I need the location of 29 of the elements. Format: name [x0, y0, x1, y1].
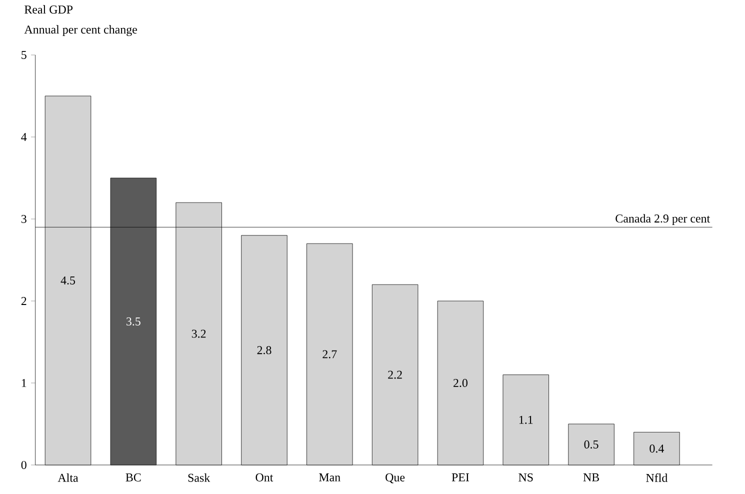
data-label: 2.0 — [454, 378, 468, 388]
x-tick-label: Ont — [256, 473, 274, 482]
data-label: 4.5 — [60, 276, 76, 285]
x-tick-label: Sask — [188, 473, 210, 482]
data-label: 3.5 — [126, 317, 140, 326]
x-tick-label: NS — [518, 473, 533, 482]
data-label: 2.8 — [257, 346, 272, 354]
data-label: 0.5 — [584, 440, 598, 449]
x-tick-label: NB — [583, 473, 600, 482]
y-tick-label: 4 — [21, 133, 27, 141]
data-label: 2.7 — [322, 350, 337, 358]
y-axis-title: Annual per cent change — [24, 25, 137, 36]
y-tick-label: 5 — [22, 51, 26, 59]
x-tick-label: Man — [319, 473, 340, 482]
ref-line-label: Canada 2.9 per cent — [616, 214, 710, 225]
data-label: 0.4 — [650, 444, 664, 453]
y-tick-label: 3 — [21, 214, 26, 223]
chart-title: Real GDP — [24, 5, 73, 14]
x-tick-label: PEI — [452, 473, 470, 482]
data-label: 1.1 — [519, 416, 533, 424]
y-tick-label: 0 — [21, 460, 26, 470]
x-tick-label: BC — [126, 473, 141, 482]
data-label: 2.2 — [388, 370, 402, 379]
x-tick-label: Nfld — [646, 473, 668, 482]
x-tick-label: Que — [386, 473, 405, 484]
y-tick-label: 2 — [21, 297, 26, 305]
x-tick-label: Alta — [58, 473, 78, 482]
y-tick-label: 1 — [22, 379, 26, 387]
data-label: 3.2 — [192, 330, 206, 338]
